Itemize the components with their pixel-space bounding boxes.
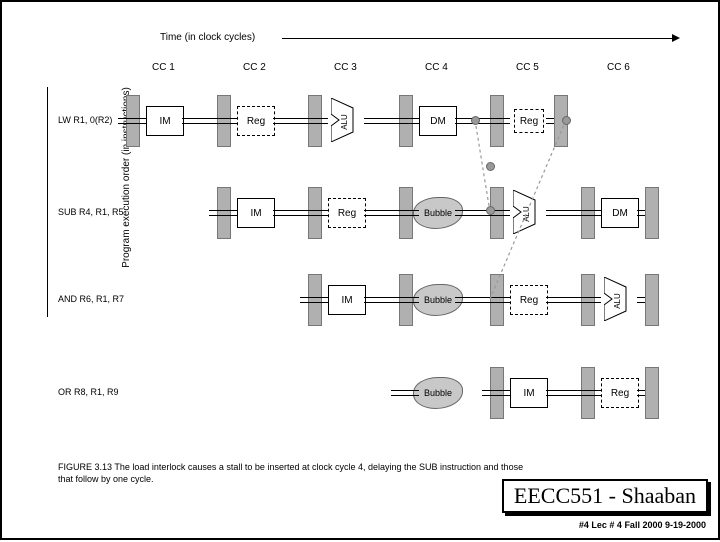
column-header: CC 4 (425, 62, 448, 73)
column-header: CC 3 (334, 62, 357, 73)
forwarding-dot (471, 116, 480, 125)
stage-box: Reg (514, 109, 544, 133)
stage-connector (391, 118, 419, 124)
svg-text:ALU: ALU (522, 206, 531, 222)
instruction-label: AND R6, R1, R7 (58, 294, 124, 304)
stage-box: IM (510, 378, 548, 408)
column-header: CC 5 (516, 62, 539, 73)
stage-connector (482, 118, 510, 124)
stage-connector (300, 297, 328, 303)
instruction-label: SUB R4, R1, R5 (58, 207, 124, 217)
stage-box: IM (146, 106, 184, 136)
stage-box: DM (419, 106, 457, 136)
stage-connector (482, 297, 510, 303)
forwarding-dot (486, 206, 495, 215)
column-header: CC 1 (152, 62, 175, 73)
stage-connector (209, 210, 237, 216)
stage-box: IM (237, 198, 275, 228)
stage-connector (573, 297, 601, 303)
stage-connector (391, 297, 419, 303)
stage-box: Reg (328, 198, 366, 228)
stage-box: Reg (237, 106, 275, 136)
pipeline-register (645, 187, 659, 239)
diagram-canvas: Time (in clock cycles) Program execution… (2, 2, 718, 538)
time-axis-arrow-head (672, 34, 680, 42)
stage-connector (573, 390, 601, 396)
stage-connector (546, 118, 554, 124)
stage-box: DM (601, 198, 639, 228)
column-header: CC 6 (607, 62, 630, 73)
yaxis-line (47, 87, 48, 317)
svg-text:ALU: ALU (613, 293, 622, 309)
column-header: CC 2 (243, 62, 266, 73)
pipeline-register (645, 274, 659, 326)
stage-connector (637, 390, 645, 396)
footer-text: #4 Lec # 4 Fall 2000 9-19-2000 (579, 520, 706, 530)
stage-connector (300, 118, 328, 124)
stage-connector (391, 390, 419, 396)
stage-box: Reg (601, 378, 639, 408)
stage-connector (300, 210, 328, 216)
stage-connector (209, 118, 237, 124)
instruction-label: OR R8, R1, R9 (58, 387, 119, 397)
instruction-label: LW R1, 0(R2) (58, 115, 112, 125)
stage-connector (482, 390, 510, 396)
bubble-stage: Bubble (413, 377, 463, 409)
alu-stage: ALU (331, 98, 361, 142)
stage-connector (573, 210, 601, 216)
alu-stage: ALU (513, 190, 543, 234)
title-box: EECC551 - Shaaban (502, 479, 708, 513)
pipeline-register (645, 367, 659, 419)
stage-connector (118, 118, 146, 124)
forwarding-dot (562, 116, 571, 125)
stage-connector (637, 297, 645, 303)
stage-connector (637, 210, 645, 216)
diagram-frame: Time (in clock cycles) Program execution… (0, 0, 720, 540)
svg-text:ALU: ALU (340, 114, 349, 130)
alu-stage: ALU (604, 277, 634, 321)
stage-connector (391, 210, 419, 216)
stage-box: Reg (510, 285, 548, 315)
stage-box: IM (328, 285, 366, 315)
time-axis-label: Time (in clock cycles) (160, 32, 255, 43)
forwarding-line (2, 2, 720, 542)
caption-line-1: FIGURE 3.13 The load interlock causes a … (58, 462, 688, 472)
forwarding-dot (486, 162, 495, 171)
forwarding-line (2, 2, 720, 542)
time-axis-arrow-line (282, 38, 672, 39)
